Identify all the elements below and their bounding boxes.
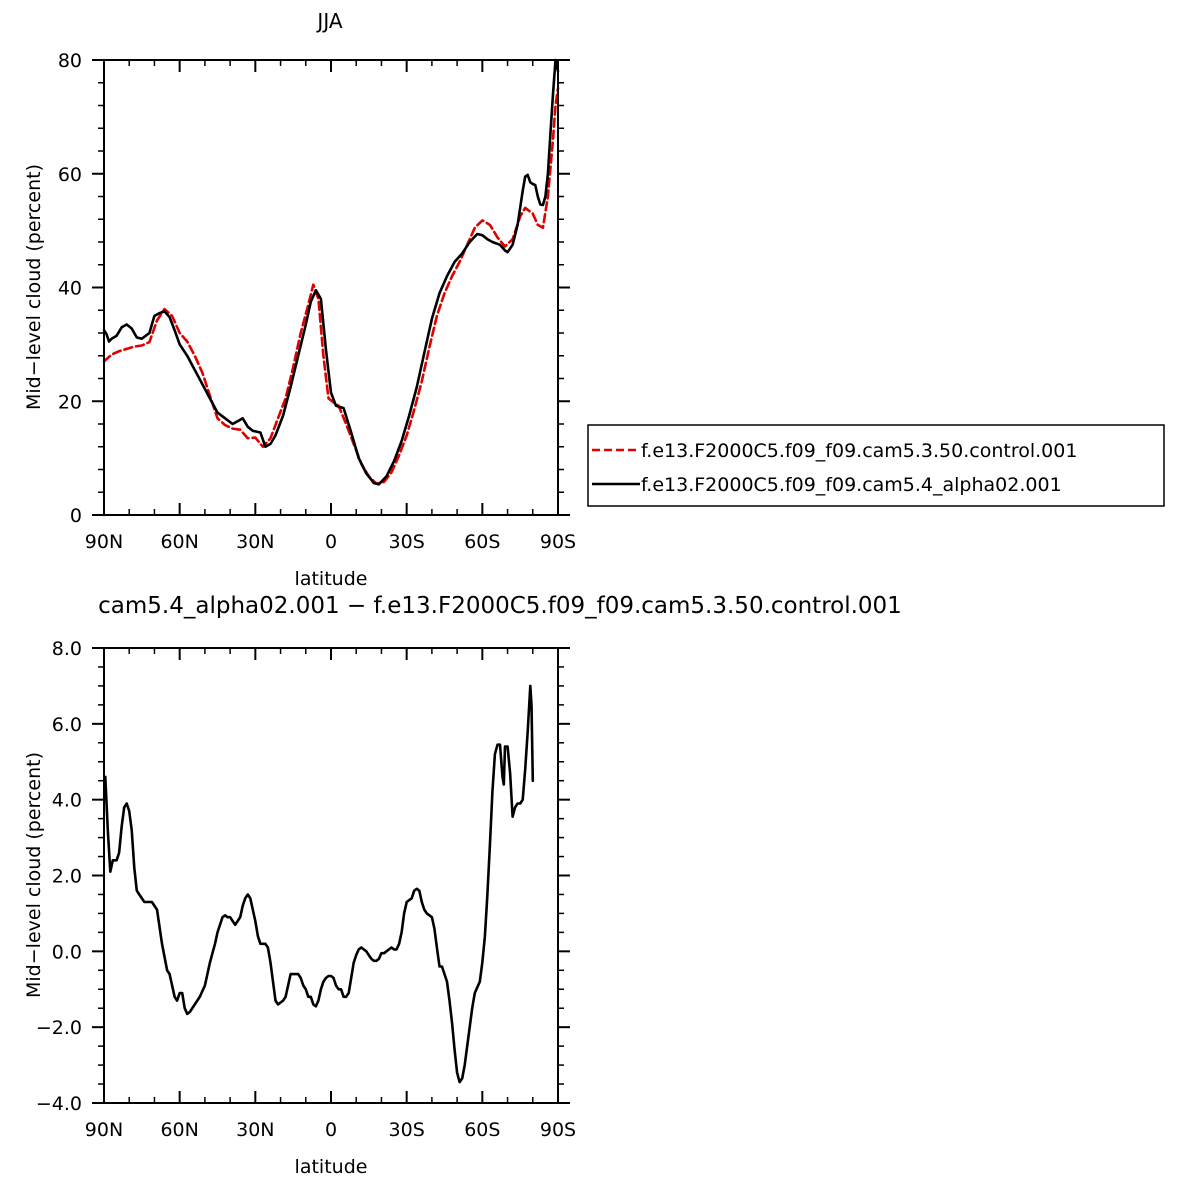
top-y-tick-label: 20 <box>58 391 82 413</box>
bottom-plot-frame <box>103 647 559 1104</box>
top-y-tick-label: 40 <box>58 278 82 300</box>
bottom-y-tick-label: 8.0 <box>52 638 82 660</box>
bottom-y-axis-label: Mid−level cloud (percent) <box>23 752 45 998</box>
bottom-x-tick-label: 90N <box>85 1119 123 1141</box>
legend: f.e13.F2000C5.f09_f09.cam5.3.50.control.… <box>587 424 1165 507</box>
legend-label-control: f.e13.F2000C5.f09_f09.cam5.3.50.control.… <box>641 440 1077 462</box>
legend-box <box>587 424 1165 507</box>
top-x-tick-label: 0 <box>325 531 337 553</box>
top-x-axis-label: latitude <box>295 568 368 590</box>
bottom-x-tick-label: 30S <box>389 1119 425 1141</box>
bottom-x-tick-label: 30N <box>236 1119 274 1141</box>
top-y-tick-label: 80 <box>58 50 82 72</box>
bottom-y-tick-label: 6.0 <box>52 714 82 736</box>
top-tick-layer: 90N 60N 30N 0 30S 60S 90S 0 20 40 60 80 <box>58 50 576 553</box>
bottom-panel: cam5.4_alpha02.001 − f.e13.F2000C5.f09_f… <box>23 593 902 1178</box>
top-y-tick-label: 0 <box>70 505 82 527</box>
bottom-y-tick-label: 2.0 <box>52 866 82 888</box>
bottom-x-tick-label: 0 <box>325 1119 337 1141</box>
bottom-y-tick-label: 0.0 <box>52 941 82 963</box>
bottom-y-tick-label: −2.0 <box>36 1017 82 1039</box>
bottom-x-tick-label: 60S <box>464 1119 500 1141</box>
bottom-chart-title: cam5.4_alpha02.001 − f.e13.F2000C5.f09_f… <box>98 593 902 619</box>
top-y-axis-label: Mid−level cloud (percent) <box>23 164 45 410</box>
top-series-layer <box>102 58 560 486</box>
bottom-x-tick-label: 90S <box>540 1119 576 1141</box>
bottom-y-tick-label: 4.0 <box>52 790 82 812</box>
top-panel: JJA 90N 60N 30N 0 30S 60S 90S 0 20 40 60 80 latitud… <box>23 9 576 590</box>
top-x-tick-label: 60N <box>160 531 198 553</box>
top-chart-title: JJA <box>315 9 342 33</box>
bottom-tick-layer: 90N 60N 30N 0 30S 60S 90S −4.0 −2.0 0.0 2.0 4.0 6.0 8… <box>36 638 576 1141</box>
top-x-tick-label: 30S <box>389 531 425 553</box>
bottom-x-axis-label: latitude <box>295 1156 368 1178</box>
legend-label-alpha02: f.e13.F2000C5.f09_f09.cam5.4_alpha02.001 <box>641 474 1062 496</box>
top-plot-frame <box>103 59 559 516</box>
bottom-x-tick-label: 60N <box>160 1119 198 1141</box>
top-x-tick-label: 60S <box>464 531 500 553</box>
top-series-line-0 <box>102 87 560 485</box>
bottom-y-tick-label: −4.0 <box>36 1093 82 1115</box>
bottom-series-layer <box>102 684 535 1084</box>
top-x-tick-label: 90N <box>85 531 123 553</box>
bottom-series-line-0 <box>102 684 535 1084</box>
top-x-tick-label: 30N <box>236 531 274 553</box>
top-series-line-1 <box>102 58 560 486</box>
top-x-tick-label: 90S <box>540 531 576 553</box>
top-y-tick-label: 60 <box>58 164 82 186</box>
